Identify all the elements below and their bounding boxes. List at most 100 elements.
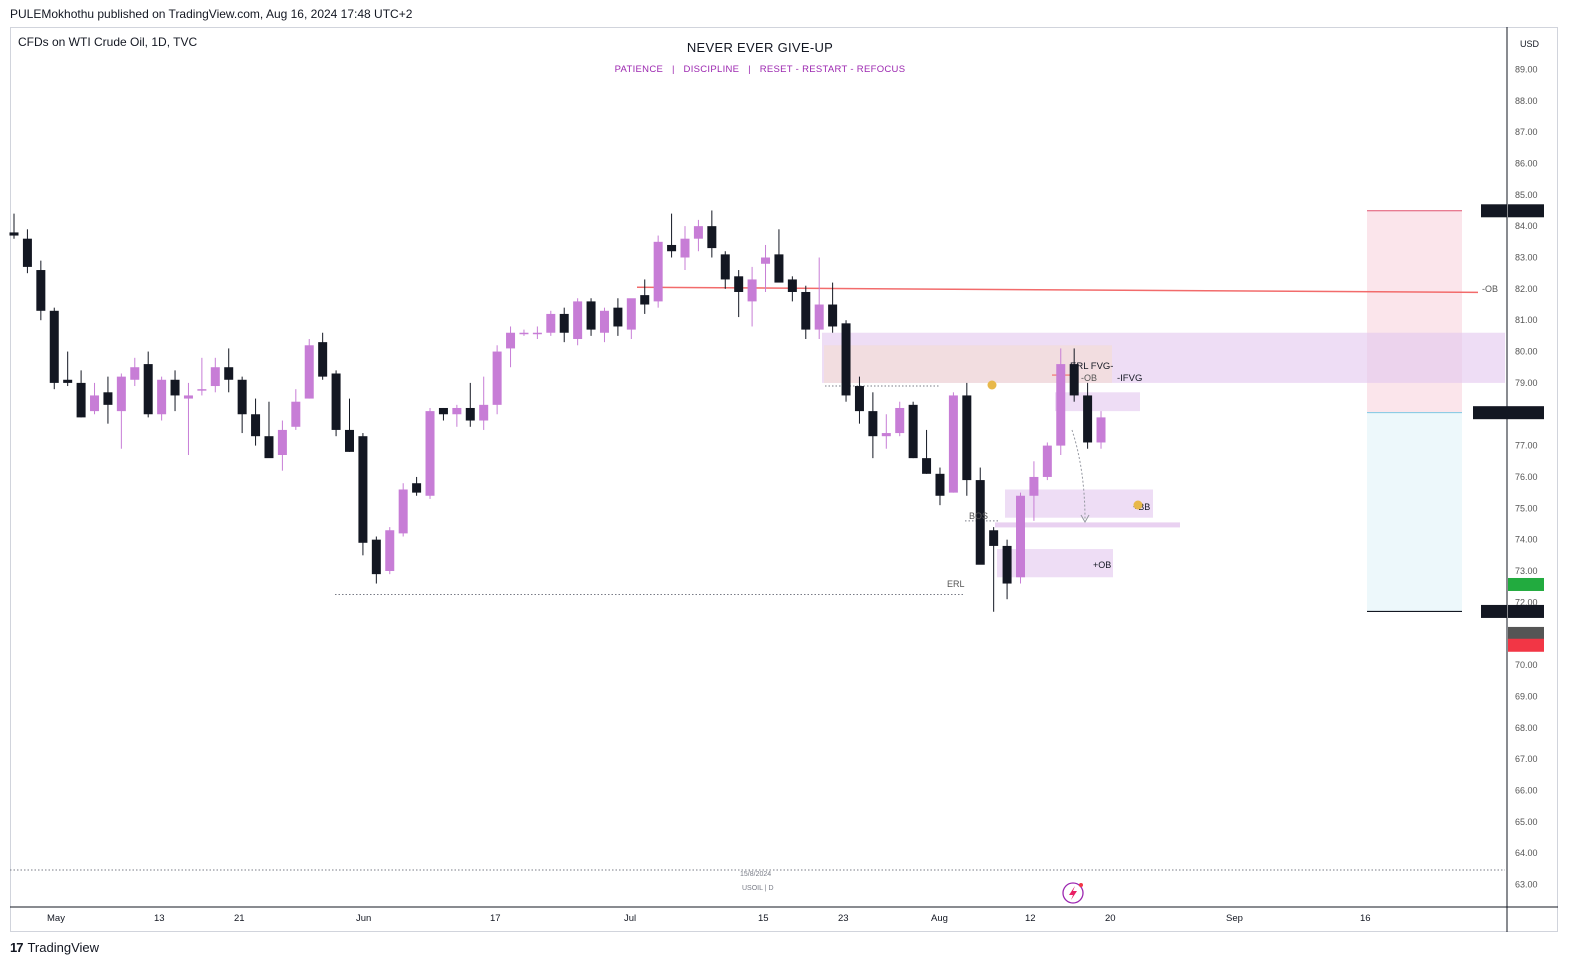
candle bbox=[626, 298, 636, 340]
price-tag bbox=[1508, 638, 1544, 652]
y-tick-label: 72.00 bbox=[1515, 597, 1538, 607]
candle-body bbox=[318, 342, 328, 377]
candle-body bbox=[479, 404, 489, 421]
candles-layer bbox=[9, 210, 1106, 612]
candle-body bbox=[371, 539, 381, 575]
y-tick-label: 76.00 bbox=[1515, 472, 1538, 482]
ob-level-line bbox=[636, 286, 1479, 294]
zone-1 bbox=[824, 345, 1112, 383]
candle bbox=[318, 332, 328, 380]
candle-body bbox=[412, 483, 422, 493]
y-tick-label: 68.00 bbox=[1515, 723, 1538, 733]
candle bbox=[761, 244, 771, 292]
candle-body bbox=[868, 411, 878, 437]
price-tag-label-bg bbox=[1481, 204, 1507, 218]
ob-small-label: -OB bbox=[1081, 373, 1097, 383]
y-tick-label: 81.00 bbox=[1515, 315, 1538, 325]
x-tick-label: 20 bbox=[1105, 913, 1116, 924]
candle-body bbox=[720, 254, 730, 280]
candle-body bbox=[251, 414, 261, 437]
candle-body bbox=[546, 313, 556, 333]
y-tick-label: 89.00 bbox=[1515, 64, 1538, 74]
y-tick-label: 73.00 bbox=[1515, 566, 1538, 576]
zone-3 bbox=[1005, 489, 1153, 518]
y-tick-label: 83.00 bbox=[1515, 253, 1538, 263]
x-tick-label: Sep bbox=[1226, 913, 1243, 924]
y-tick-label: 86.00 bbox=[1515, 158, 1538, 168]
candle bbox=[1056, 348, 1066, 456]
candle bbox=[157, 376, 167, 421]
candle-body bbox=[626, 298, 636, 330]
candle-body bbox=[841, 323, 851, 396]
y-tick-label: 70.00 bbox=[1515, 660, 1538, 670]
candle bbox=[130, 357, 140, 387]
candle-body bbox=[277, 429, 287, 456]
candle-body bbox=[1016, 495, 1025, 578]
candle bbox=[935, 467, 945, 506]
x-tick-label: 23 bbox=[838, 913, 849, 924]
candle-body bbox=[76, 382, 86, 418]
candle bbox=[331, 370, 341, 437]
y-tick-label: 80.00 bbox=[1515, 347, 1538, 357]
candle-body bbox=[989, 530, 999, 546]
candle bbox=[573, 298, 583, 346]
candle-body bbox=[680, 238, 690, 258]
candle-body bbox=[1002, 545, 1012, 584]
candle-body bbox=[492, 351, 502, 405]
x-tick-label: Jul bbox=[624, 913, 636, 924]
candle-body bbox=[157, 379, 167, 415]
candle-body bbox=[1083, 395, 1093, 443]
y-tick-label: 79.00 bbox=[1515, 378, 1538, 388]
candle bbox=[492, 345, 502, 415]
candle-body bbox=[948, 395, 958, 493]
zone-2 bbox=[1055, 392, 1140, 412]
candle-body bbox=[895, 407, 905, 434]
notification-dot bbox=[1079, 883, 1083, 887]
x-tick-label: Jun bbox=[356, 913, 371, 924]
publish-line: PULEMokhothu published on TradingView.co… bbox=[10, 7, 413, 21]
candle bbox=[183, 382, 193, 456]
candle bbox=[854, 376, 864, 424]
x-tick-label: 12 bbox=[1025, 913, 1036, 924]
candle-body bbox=[854, 386, 864, 412]
candle bbox=[76, 370, 86, 418]
lightning-icon bbox=[1062, 882, 1084, 904]
candle bbox=[519, 329, 529, 336]
candle-body bbox=[465, 407, 475, 421]
candle bbox=[358, 433, 368, 556]
candle bbox=[345, 398, 354, 452]
candle bbox=[1042, 442, 1052, 481]
candle bbox=[412, 476, 422, 496]
candle bbox=[613, 298, 623, 336]
erl-label: ERL bbox=[947, 579, 965, 589]
candle bbox=[398, 483, 408, 537]
candle-body bbox=[345, 429, 354, 452]
money-bag-icon bbox=[1133, 500, 1143, 510]
candle-body bbox=[304, 345, 314, 399]
watermark-symbol: USOIL | D bbox=[742, 885, 774, 892]
chart-frame bbox=[10, 27, 1558, 932]
ifvg-label: -IFVG bbox=[1117, 373, 1142, 384]
candle bbox=[680, 226, 690, 271]
projection-arrowhead bbox=[1080, 514, 1090, 524]
tradingview-logo[interactable]: 17 TradingView bbox=[10, 940, 99, 955]
candle-body bbox=[210, 367, 220, 387]
ob-label: -OB bbox=[1482, 284, 1498, 294]
bos-label: BOS bbox=[969, 511, 988, 521]
axis-layer bbox=[10, 27, 1558, 932]
x-tick-label: Aug bbox=[931, 913, 948, 924]
annotations-layer: ERL FVG--OB-IFVG-OB+BB+OBBOSERL15/8/2024… bbox=[47, 39, 1540, 924]
x-tick-label: 17 bbox=[490, 913, 501, 924]
candle bbox=[425, 407, 435, 499]
candle-body bbox=[264, 436, 274, 459]
candle-body bbox=[237, 379, 247, 415]
candle-body bbox=[881, 433, 891, 437]
footer-brand: TradingView bbox=[27, 940, 100, 955]
candle bbox=[948, 392, 958, 493]
candle-body bbox=[613, 307, 623, 327]
candle bbox=[224, 348, 234, 393]
candle-body bbox=[197, 389, 207, 391]
candle bbox=[1096, 411, 1106, 449]
candle-body bbox=[183, 395, 193, 399]
